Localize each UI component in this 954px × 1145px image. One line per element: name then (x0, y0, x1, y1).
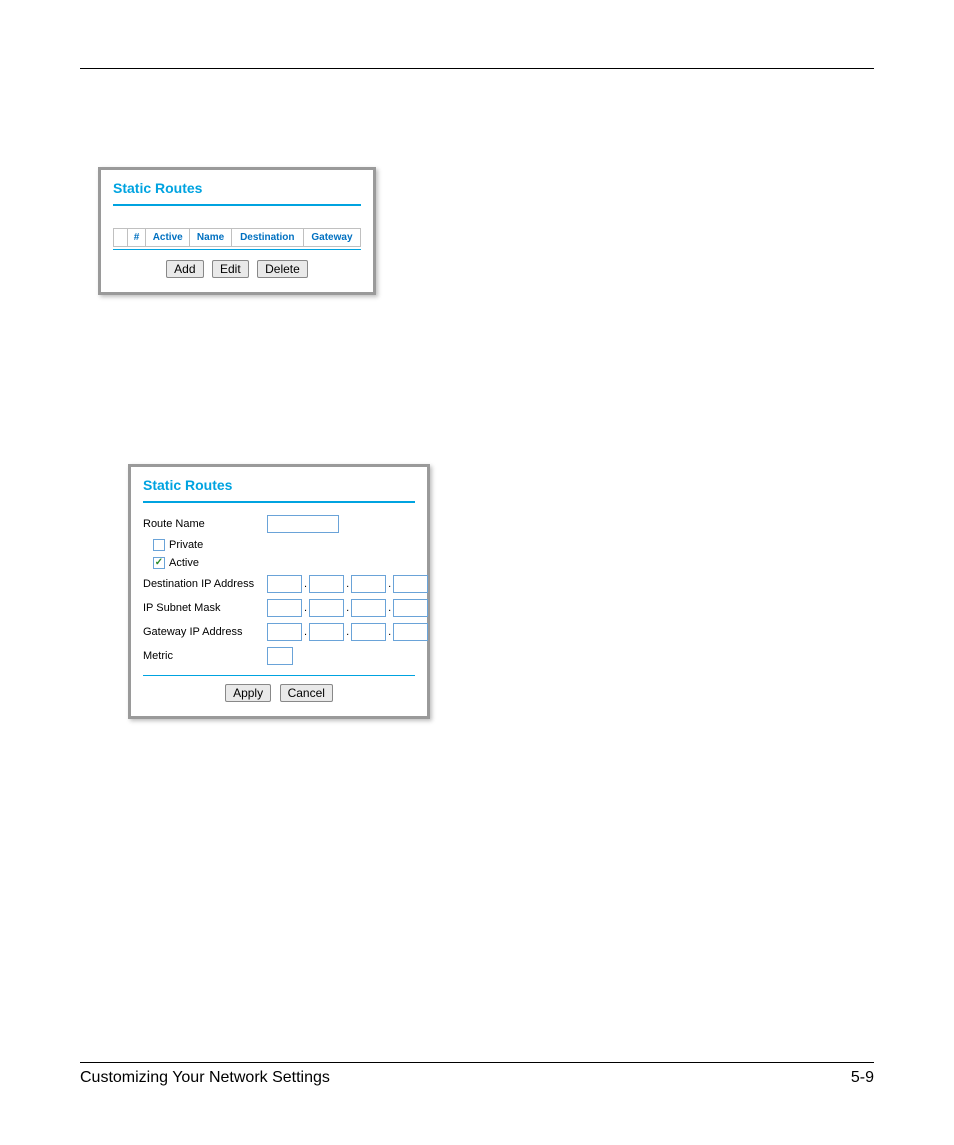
panel2-divider-bottom (143, 675, 415, 676)
subnet-octet-1[interactable] (267, 599, 302, 617)
top-rule (80, 68, 874, 69)
static-routes-form-panel: Static Routes Route Name Private ✓ Activ… (128, 464, 430, 719)
route-name-cell (267, 515, 428, 533)
dest-ip-octet-3[interactable] (351, 575, 386, 593)
routes-table: # Active Name Destination Gateway (113, 228, 361, 247)
panel1-title: Static Routes (113, 180, 361, 204)
active-checkbox[interactable]: ✓ (153, 557, 165, 569)
active-row: ✓ Active (143, 557, 428, 569)
route-name-input[interactable] (267, 515, 339, 533)
label-gateway: Gateway IP Address (143, 626, 263, 638)
subnet-octet-2[interactable] (309, 599, 344, 617)
dest-ip-octet-2[interactable] (309, 575, 344, 593)
gateway-octet-1[interactable] (267, 623, 302, 641)
private-checkbox[interactable] (153, 539, 165, 551)
gateway-group: . . . (267, 623, 428, 641)
subnet-octet-4[interactable] (393, 599, 428, 617)
col-name: Name (190, 229, 231, 247)
cancel-button[interactable]: Cancel (280, 684, 333, 702)
label-active: Active (169, 557, 199, 569)
panel1-button-row: Add Edit Delete (113, 260, 361, 278)
dest-ip-group: . . . (267, 575, 428, 593)
panel1-divider (113, 204, 361, 206)
dest-ip-octet-1[interactable] (267, 575, 302, 593)
metric-cell (267, 647, 428, 665)
static-routes-list-panel: Static Routes # Active Name Destination … (98, 167, 376, 295)
label-private: Private (169, 539, 203, 551)
table-row: # Active Name Destination Gateway (114, 229, 361, 247)
dest-ip-octet-4[interactable] (393, 575, 428, 593)
routes-table-head: # Active Name Destination Gateway (114, 229, 361, 247)
label-route-name: Route Name (143, 518, 263, 530)
add-button[interactable]: Add (166, 260, 203, 278)
gateway-octet-4[interactable] (393, 623, 428, 641)
footer-left: Customizing Your Network Settings (80, 1069, 330, 1087)
label-subnet: IP Subnet Mask (143, 602, 263, 614)
subnet-octet-3[interactable] (351, 599, 386, 617)
col-active: Active (146, 229, 190, 247)
col-gateway: Gateway (303, 229, 360, 247)
edit-button[interactable]: Edit (212, 260, 249, 278)
delete-button[interactable]: Delete (257, 260, 308, 278)
form-grid: Route Name Private ✓ Active Destination … (143, 515, 415, 665)
col-destination: Destination (231, 229, 303, 247)
footer: Customizing Your Network Settings 5-9 (80, 1062, 874, 1087)
footer-right: 5-9 (851, 1069, 874, 1087)
col-select (114, 229, 128, 247)
footer-row: Customizing Your Network Settings 5-9 (80, 1069, 874, 1087)
gateway-octet-3[interactable] (351, 623, 386, 641)
panel2-divider-top (143, 501, 415, 503)
panel2-button-row: Apply Cancel (143, 684, 415, 702)
panel1-bottom-divider (113, 249, 361, 250)
subnet-group: . . . (267, 599, 428, 617)
label-metric: Metric (143, 650, 263, 662)
footer-rule (80, 1062, 874, 1063)
metric-input[interactable] (267, 647, 293, 665)
col-index: # (128, 229, 146, 247)
label-dest-ip: Destination IP Address (143, 578, 263, 590)
apply-button[interactable]: Apply (225, 684, 271, 702)
gateway-octet-2[interactable] (309, 623, 344, 641)
private-row: Private (143, 539, 428, 551)
page: Static Routes # Active Name Destination … (0, 0, 954, 1145)
panel2-title: Static Routes (143, 477, 415, 501)
